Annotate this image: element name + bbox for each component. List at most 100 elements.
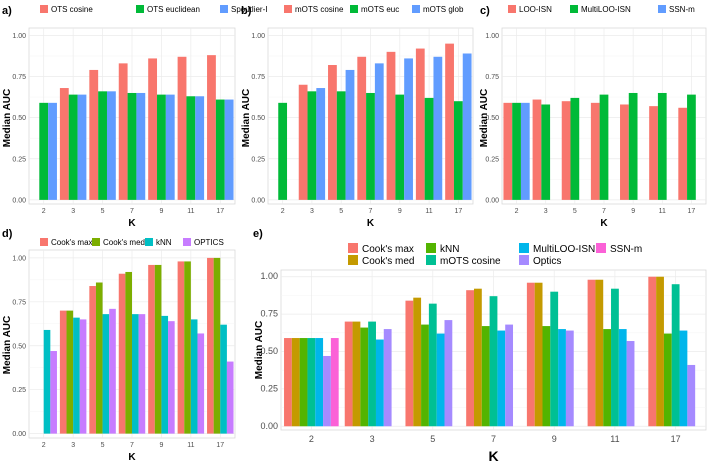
bar <box>299 338 308 427</box>
bar <box>405 300 414 427</box>
bar <box>413 297 422 427</box>
x-tick-label: 17 <box>671 434 681 444</box>
bar <box>366 92 375 200</box>
bar <box>352 321 361 427</box>
bar <box>532 99 542 200</box>
bar <box>190 319 198 434</box>
x-tick-label: 2 <box>309 434 314 444</box>
bar <box>671 284 680 427</box>
bar <box>415 48 425 200</box>
bar <box>118 273 126 434</box>
legend-label: mOTS euc <box>361 5 399 14</box>
x-tick-label: 5 <box>430 434 435 444</box>
bar <box>148 264 155 434</box>
bar <box>43 329 51 434</box>
legend-swatch <box>348 243 358 253</box>
bar <box>445 43 454 200</box>
legend-label: Cook's med <box>103 238 145 247</box>
x-tick-label: 11 <box>425 208 432 215</box>
bar <box>118 63 128 200</box>
x-tick-label: 11 <box>659 208 666 215</box>
bar <box>526 282 535 427</box>
bar <box>168 321 175 434</box>
x-tick-label: 7 <box>491 434 496 444</box>
bar <box>344 321 353 427</box>
y-tick-label: 1.00 <box>12 255 26 262</box>
bar <box>165 94 175 200</box>
x-tick-label: 17 <box>688 208 696 215</box>
legend-label: Spoutlier-I <box>231 5 267 14</box>
bar <box>207 55 216 200</box>
y-tick-label: 0.00 <box>260 421 278 431</box>
x-tick-label: 11 <box>187 442 194 449</box>
x-tick-label: 5 <box>101 442 105 449</box>
bar <box>226 361 234 434</box>
bar <box>39 102 49 200</box>
bar <box>48 102 57 200</box>
bar <box>177 261 185 434</box>
panel-d: d) 0.00 0.25 0.50 0.75 1.00 2 3 5 7 9 11 17 Median AU… <box>2 228 236 463</box>
y-tick-label: 0.50 <box>485 115 499 122</box>
bar <box>330 338 339 427</box>
legend-swatch <box>348 255 358 265</box>
bar <box>73 317 80 434</box>
bar <box>220 324 227 434</box>
x-tick-label: 3 <box>71 208 75 215</box>
legend-swatch <box>92 238 100 246</box>
x-tick-label: 9 <box>398 208 402 215</box>
x-axis-label: K <box>128 452 136 463</box>
bar <box>656 276 664 427</box>
y-tick-label: 0.75 <box>260 309 278 319</box>
bar <box>50 351 57 434</box>
legend-label: Cook's max <box>362 244 414 255</box>
bar <box>649 106 658 200</box>
y-axis-label: Median AUC <box>241 89 252 148</box>
x-tick-label: 11 <box>187 208 194 215</box>
y-tick-label: 0.50 <box>260 346 278 356</box>
bar <box>497 330 506 427</box>
x-tick-label: 2 <box>281 208 285 215</box>
legend-label: SSN-m <box>610 244 642 255</box>
x-tick-label: 5 <box>339 208 343 215</box>
x-axis-label: K <box>488 448 498 464</box>
bar <box>473 288 482 427</box>
bar <box>466 290 474 427</box>
bar <box>184 261 191 434</box>
bar <box>620 104 629 200</box>
legend-label: kNN <box>156 238 172 247</box>
legend-swatch <box>40 5 48 13</box>
bar <box>462 53 472 200</box>
y-tick-label: 0.75 <box>12 299 26 306</box>
x-tick-label: 5 <box>573 208 577 215</box>
y-tick-label: 1.00 <box>260 271 278 281</box>
bar <box>687 364 696 427</box>
x-tick-label: 7 <box>130 208 134 215</box>
bar <box>323 355 331 427</box>
legend-swatch <box>183 238 191 246</box>
bar <box>77 94 87 200</box>
x-tick-label: 17 <box>216 442 224 449</box>
legend-label: MultiLOO-ISN <box>533 244 595 255</box>
panel-label: b) <box>241 5 252 17</box>
x-axis-label: K <box>128 218 136 229</box>
legend-swatch <box>350 5 358 13</box>
bar <box>570 97 580 200</box>
y-tick-label: 1.00 <box>12 33 26 40</box>
x-tick-label: 7 <box>130 442 134 449</box>
x-tick-label: 9 <box>631 208 635 215</box>
bar <box>298 84 308 200</box>
bar <box>481 326 490 427</box>
y-tick-label: 0.25 <box>12 387 26 394</box>
x-tick-label: 9 <box>159 442 163 449</box>
y-tick-label: 0.50 <box>251 115 265 122</box>
bar <box>433 56 443 200</box>
legend-label: Optics <box>533 256 561 267</box>
bar <box>68 94 78 200</box>
legend-label: MultiLOO-ISN <box>581 5 631 14</box>
x-tick-label: 3 <box>544 208 548 215</box>
panel-e: e) 0.00 0.25 0.50 0.75 1.00 2 3 5 7 9 11 17 Median AU… <box>253 228 707 464</box>
x-tick-label: 3 <box>310 208 314 215</box>
y-tick-label: 0.50 <box>12 115 26 122</box>
legend-label: OTS cosine <box>51 5 93 14</box>
y-tick-label: 0.00 <box>12 197 26 204</box>
